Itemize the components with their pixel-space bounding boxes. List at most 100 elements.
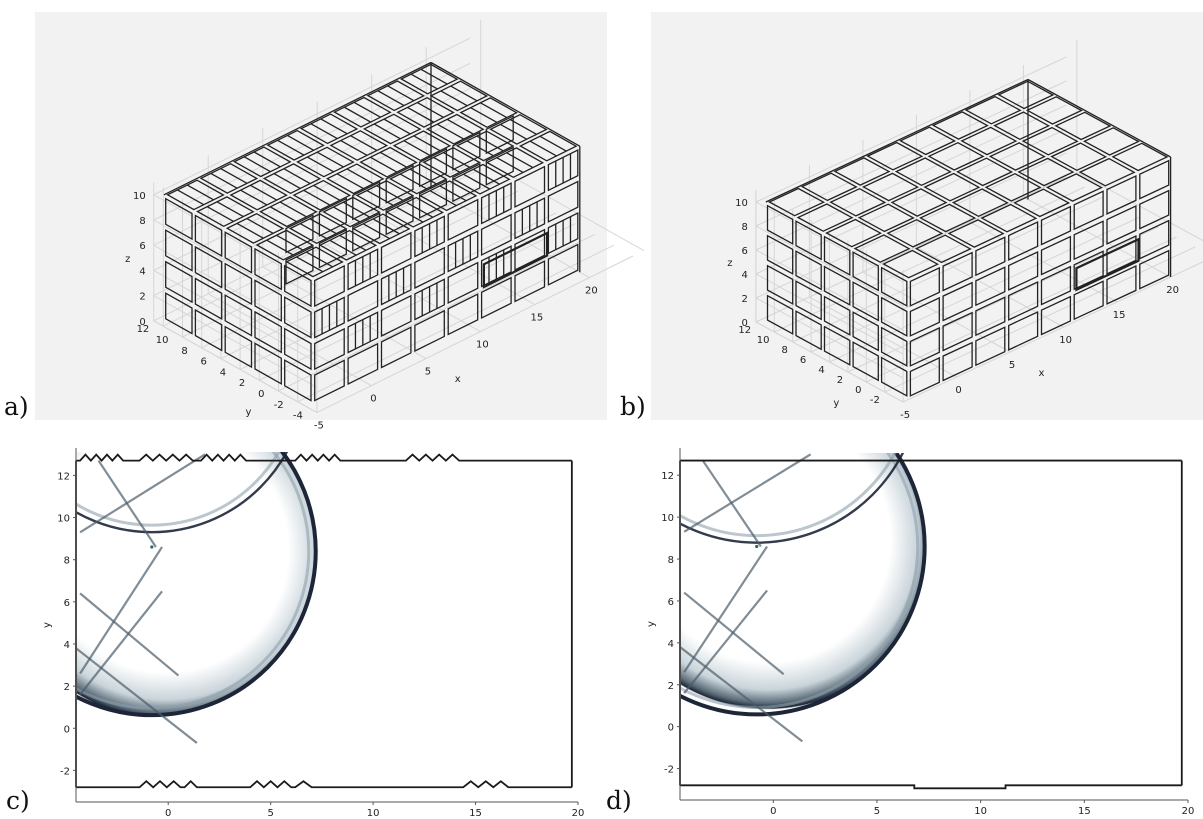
front-panel bbox=[314, 359, 345, 402]
front-panel bbox=[514, 165, 546, 208]
roof-panel bbox=[418, 180, 478, 212]
roof-panel bbox=[833, 157, 891, 186]
roof-panel bbox=[923, 172, 981, 202]
interference-streak bbox=[683, 591, 785, 676]
interior-panel bbox=[352, 212, 381, 252]
interference-streak bbox=[79, 453, 206, 534]
x-tick-label: 5 bbox=[874, 806, 880, 817]
roof-slat bbox=[250, 184, 278, 201]
x-tick-label: 15 bbox=[531, 313, 544, 324]
roof-slat bbox=[320, 118, 348, 135]
side-panel bbox=[254, 310, 282, 354]
roof-panel bbox=[259, 196, 318, 228]
grid-line bbox=[1076, 171, 1203, 242]
panel-b-label: b) bbox=[620, 392, 646, 421]
x-tick-label: 10 bbox=[1059, 335, 1072, 346]
x-tick-label: 15 bbox=[1113, 310, 1126, 321]
front-panel bbox=[1040, 205, 1072, 246]
roof-slat bbox=[506, 152, 534, 169]
interior-panel bbox=[452, 162, 481, 203]
interference-streak bbox=[79, 592, 180, 677]
grid-line bbox=[163, 169, 480, 327]
roof-panel bbox=[800, 172, 858, 202]
source-point bbox=[755, 544, 759, 549]
y-tick-label: 8 bbox=[782, 345, 788, 356]
roof-slat bbox=[246, 217, 274, 234]
roof-panel bbox=[956, 157, 1014, 187]
roof-slat bbox=[413, 135, 441, 152]
front-panel bbox=[1040, 265, 1072, 306]
y-tick-label: 6 bbox=[201, 357, 207, 368]
front-panel bbox=[480, 182, 512, 225]
roof-slat bbox=[420, 68, 448, 85]
bottom-wall bbox=[680, 784, 1182, 790]
roof-panel bbox=[997, 80, 1055, 110]
x-axis-label: x bbox=[455, 374, 461, 385]
front-panel bbox=[1073, 280, 1104, 321]
front-panel bbox=[1139, 219, 1170, 260]
roof-panel bbox=[914, 234, 972, 264]
roof-slat bbox=[480, 102, 508, 119]
z-tick-label: 10 bbox=[133, 191, 146, 202]
grid-line bbox=[153, 37, 471, 196]
grid-line bbox=[153, 219, 318, 313]
front-panel bbox=[414, 278, 445, 321]
side-panel bbox=[823, 295, 851, 336]
y-axis-label: y bbox=[833, 398, 839, 409]
roof-slat bbox=[343, 201, 370, 218]
wavefront bbox=[77, 452, 289, 534]
y-tick-label: 8 bbox=[668, 555, 674, 566]
x-tick-label: 0 bbox=[165, 808, 171, 819]
roof-panel bbox=[199, 162, 259, 194]
side-panel bbox=[224, 262, 253, 306]
grid-line bbox=[153, 113, 471, 271]
x-tick-label: 0 bbox=[770, 806, 776, 817]
y-tick-label: 12 bbox=[661, 471, 674, 482]
interior-panel bbox=[418, 179, 448, 219]
grid-line bbox=[792, 196, 1104, 343]
roof-slat bbox=[383, 118, 411, 135]
side-panel bbox=[795, 220, 822, 261]
roof-slat bbox=[373, 123, 401, 140]
roof-panel bbox=[993, 111, 1051, 141]
side-panel bbox=[194, 245, 223, 289]
roof-slat bbox=[307, 156, 334, 173]
roof-slat bbox=[446, 118, 474, 135]
grid-line bbox=[755, 80, 1067, 227]
side-panel bbox=[766, 294, 794, 335]
y-axis-label: y bbox=[42, 622, 53, 628]
roof-panel bbox=[1017, 157, 1075, 187]
roof-panel bbox=[947, 219, 1005, 248]
roof-slat bbox=[243, 156, 271, 173]
grid-line bbox=[278, 233, 595, 392]
roof-panel bbox=[359, 146, 418, 178]
side-panel bbox=[165, 292, 193, 335]
front-panel bbox=[942, 311, 973, 352]
front-panel bbox=[1073, 190, 1104, 231]
roof-panel bbox=[296, 146, 355, 178]
roof-slat bbox=[539, 135, 567, 152]
front-panel bbox=[314, 264, 345, 308]
roof-panel bbox=[866, 141, 924, 171]
y-axis-label: y bbox=[246, 407, 252, 418]
roof-panel bbox=[299, 113, 359, 145]
roof-panel bbox=[796, 203, 854, 232]
roof-slat bbox=[216, 201, 244, 218]
y-axis-label: y bbox=[646, 621, 657, 627]
panel-b-3d-plot: -5 0 5 10 15 20 -2 0 2 4 6 8 10 12 0 2 4 6 8 10 x y z bbox=[651, 12, 1203, 421]
roof-panel bbox=[919, 203, 977, 233]
wavefront-halo bbox=[681, 453, 897, 538]
front-panel bbox=[1073, 220, 1104, 261]
roof-panel bbox=[489, 113, 548, 145]
front-panel bbox=[380, 326, 412, 369]
y-tick-label: -2 bbox=[664, 765, 674, 776]
y-tick-label: 4 bbox=[220, 367, 226, 378]
y-tick-label: -2 bbox=[60, 766, 70, 777]
roof-panel bbox=[1050, 142, 1108, 172]
y-tick-label: 4 bbox=[668, 639, 674, 650]
front-panel bbox=[1008, 280, 1039, 321]
highlight-window bbox=[482, 231, 549, 289]
roof-slat bbox=[440, 90, 468, 107]
panel-a-label: a) bbox=[4, 392, 29, 421]
y-tick-label: 0 bbox=[258, 389, 264, 400]
